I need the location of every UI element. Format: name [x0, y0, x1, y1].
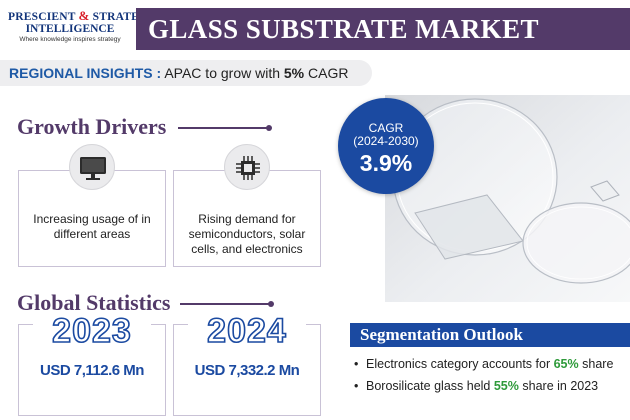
segmentation-item-value: 55%: [493, 379, 519, 393]
driver-card-usage: Increasing usage of in different areas: [18, 144, 166, 267]
segmentation-list: Electronics category accounts for 65% sh…: [352, 356, 628, 400]
page-title: GLASS SUBSTRATE MARKET: [148, 14, 539, 44]
driver-text: Rising demand for semiconductors, solar …: [188, 212, 306, 256]
stat-value: USD 7,332.2 Mn: [194, 362, 300, 379]
segmentation-banner: Segmentation Outlook: [350, 323, 630, 347]
regional-insights-statement: APAC to grow with: [164, 65, 280, 81]
heading-underline: [180, 303, 270, 305]
global-statistics-heading: Global Statistics: [17, 290, 171, 315]
stat-card-2023: 2023 USD 7,112.6 Mn: [18, 312, 166, 416]
driver-text: Increasing usage of in different areas: [33, 212, 151, 241]
logo-word-prescient: PRESCIENT: [8, 11, 76, 23]
cagr-label: CAGR: [368, 121, 404, 135]
stat-year: 2023: [33, 312, 151, 350]
segmentation-item: Electronics category accounts for 65% sh…: [352, 356, 628, 372]
growth-drivers-heading: Growth Drivers: [17, 114, 167, 139]
heading-dot: [268, 301, 274, 307]
heading-dot: [266, 125, 272, 131]
segmentation-item-text: Borosilicate glass held: [366, 379, 491, 393]
logo-name-line1: PRESCIENT & STRATEGIC: [8, 8, 161, 24]
stat-value: USD 7,112.6 Mn: [40, 362, 144, 379]
monitor-icon: [69, 144, 115, 190]
regional-insights-value: 5%: [283, 65, 305, 81]
chip-icon: [224, 144, 270, 190]
regional-insights-bar: REGIONAL INSIGHTS : APAC to grow with 5%…: [0, 60, 372, 86]
segmentation-item-suffix: share: [582, 357, 614, 371]
glass-substrate-image: [385, 95, 630, 302]
segmentation-item-text: Electronics category accounts for: [366, 357, 551, 371]
logo-tagline: Where knowledge inspires strategy: [19, 36, 121, 43]
segmentation-item-value: 65%: [553, 357, 579, 371]
cagr-period: (2024-2030): [353, 134, 419, 148]
logo-word-intelligence: INTELLIGENCE: [25, 23, 115, 35]
regional-insights-suffix: CAGR: [308, 65, 349, 81]
regional-insights-text: REGIONAL INSIGHTS : APAC to grow with 5%…: [9, 65, 348, 81]
segmentation-item: Borosilicate glass held 55% share in 202…: [352, 378, 628, 394]
heading-underline: [178, 127, 268, 129]
title-banner: GLASS SUBSTRATE MARKET: [136, 8, 630, 50]
cagr-value: 3.9%: [359, 150, 413, 176]
stat-year: 2024: [188, 312, 306, 350]
logo-ampersand: &: [78, 8, 90, 23]
stat-card-2024: 2024 USD 7,332.2 Mn: [173, 312, 321, 416]
segmentation-item-suffix: share in 2023: [522, 379, 599, 393]
segmentation-heading: Segmentation Outlook: [360, 325, 523, 344]
cagr-badge: CAGR (2024-2030) 3.9%: [338, 98, 434, 194]
company-logo: PRESCIENT & STRATEGIC INTELLIGENCE Where…: [8, 8, 161, 52]
regional-insights-label: REGIONAL INSIGHTS :: [9, 65, 162, 81]
driver-card-demand: Rising demand for semiconductors, solar …: [173, 144, 321, 267]
